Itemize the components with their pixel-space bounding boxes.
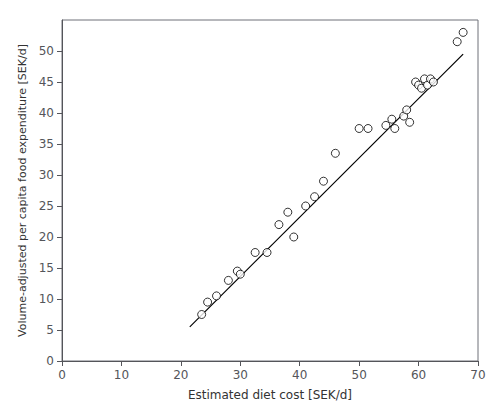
svg-text:45: 45 — [39, 75, 54, 89]
svg-text:30: 30 — [39, 168, 54, 182]
svg-text:10: 10 — [39, 292, 54, 306]
svg-text:0: 0 — [58, 368, 66, 382]
svg-text:50: 50 — [39, 44, 54, 58]
svg-text:50: 50 — [352, 368, 367, 382]
svg-text:0: 0 — [46, 354, 54, 368]
svg-text:15: 15 — [39, 261, 54, 275]
svg-text:Estimated diet cost [SEK/d]: Estimated diet cost [SEK/d] — [188, 388, 352, 402]
svg-text:70: 70 — [470, 368, 485, 382]
svg-text:25: 25 — [39, 199, 54, 213]
svg-text:10: 10 — [114, 368, 129, 382]
svg-text:20: 20 — [173, 368, 188, 382]
svg-text:35: 35 — [39, 137, 54, 151]
svg-text:5: 5 — [46, 323, 54, 337]
svg-text:Volume-adjusted per capita foo: Volume-adjusted per capita food expendit… — [16, 44, 29, 337]
svg-text:60: 60 — [411, 368, 426, 382]
svg-text:30: 30 — [233, 368, 248, 382]
svg-text:20: 20 — [39, 230, 54, 244]
svg-text:40: 40 — [292, 368, 307, 382]
svg-text:40: 40 — [39, 106, 54, 120]
